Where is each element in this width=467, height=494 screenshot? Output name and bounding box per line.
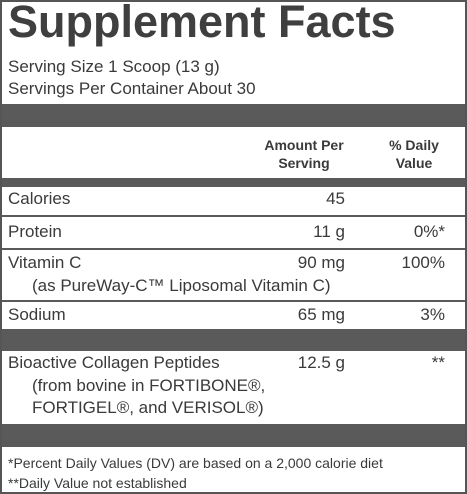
daily-value: ** xyxy=(431,353,445,372)
amount: 12.5 g xyxy=(297,353,345,372)
title: Supplement Facts xyxy=(8,0,396,47)
serving-size: Serving Size 1 Scoop (13 g) xyxy=(8,57,220,76)
amount-header: Amount Per Serving xyxy=(264,137,344,171)
divider-bar xyxy=(2,424,465,447)
nutrient-name: Sodium xyxy=(8,305,66,324)
daily-value: 0%* xyxy=(413,222,445,241)
divider-bar xyxy=(2,104,465,127)
nutrient-note: (as PureWay-C™ Liposomal Vitamin C) xyxy=(32,276,331,295)
amount: 65 mg xyxy=(297,305,345,324)
amount: 45 xyxy=(326,189,345,208)
amount: 11 g xyxy=(313,222,345,241)
amount: 90 mg xyxy=(297,253,345,272)
row-rule xyxy=(2,300,465,302)
divider-bar xyxy=(2,329,465,351)
daily-value: 100% xyxy=(401,253,445,272)
daily-value-header: % Daily Value xyxy=(389,137,439,171)
footnote: **Daily Value not established xyxy=(8,475,187,491)
row-rule xyxy=(2,215,465,217)
nutrient-name: Protein xyxy=(8,222,62,241)
nutrient-name: Vitamin C xyxy=(8,253,82,272)
footnote: *Percent Daily Values (DV) are based on … xyxy=(8,455,383,471)
nutrient-name: Bioactive Collagen Peptides xyxy=(8,353,220,372)
nutrient-name: Calories xyxy=(8,189,71,208)
servings-per-container: Servings Per Container About 30 xyxy=(8,79,256,98)
row-rule xyxy=(2,248,465,250)
divider-bar xyxy=(2,178,465,187)
daily-value: 3% xyxy=(420,305,445,324)
nutrient-note: (from bovine in FORTIBONE®, FORTIGEL®, a… xyxy=(32,376,266,417)
